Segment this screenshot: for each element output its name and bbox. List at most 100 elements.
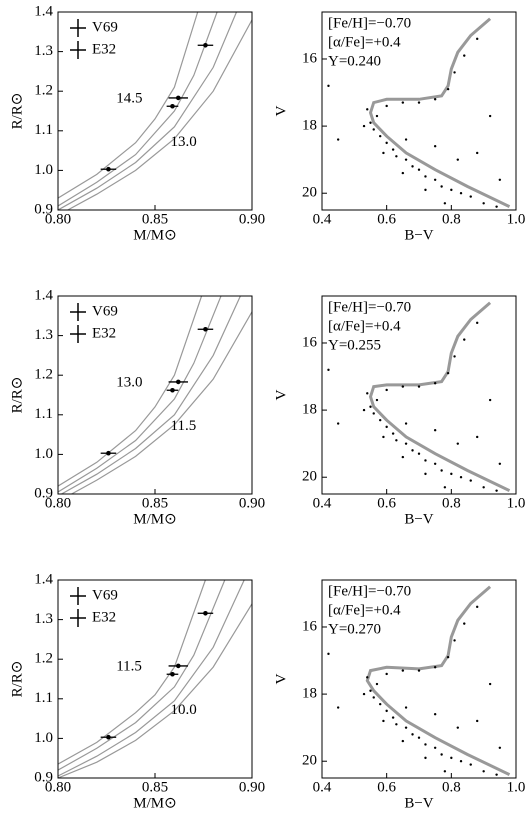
star [482, 770, 485, 773]
star [469, 479, 472, 482]
y-tick-label: 18 [302, 402, 317, 418]
star [469, 195, 472, 198]
isochrone [58, 296, 203, 487]
data-point [175, 379, 181, 385]
x-tick-label: 0.90 [239, 495, 265, 511]
x-tick-label: 0.80 [45, 495, 71, 511]
data-point [175, 663, 181, 669]
star [366, 108, 369, 111]
star [411, 733, 414, 736]
y-tick-label: 20 [302, 185, 317, 201]
y-tick-label: 1.2 [34, 651, 53, 667]
star [498, 178, 502, 181]
panel: 0.80 0.85 0.90 0.9 1.0 1.1 1.2 1.3 1.4 M/M⊙ R/R⊙ V6… [9, 571, 265, 811]
star [424, 756, 427, 760]
star [372, 412, 375, 415]
star [488, 398, 492, 402]
plot-frame [57, 11, 253, 211]
star [446, 371, 450, 375]
star [443, 770, 447, 773]
parameter-label: Y=0.255 [328, 337, 381, 353]
age-label: 10.0 [171, 702, 197, 718]
y-tick-label: 20 [302, 753, 317, 769]
y-axis-label: V [273, 673, 289, 684]
star [424, 459, 427, 462]
star [417, 452, 421, 455]
x-tick-label: 0.4 [313, 779, 332, 795]
star [476, 719, 479, 723]
x-tick-label: 0.90 [239, 211, 265, 227]
star [443, 202, 447, 205]
parameter-label: Y=0.270 [328, 621, 381, 637]
age-label: 14.5 [116, 91, 142, 107]
star [395, 439, 398, 442]
y-tick-label: 1.3 [34, 43, 53, 59]
y-tick-label: 1.1 [34, 406, 53, 422]
star [476, 37, 479, 41]
star [424, 188, 427, 192]
star [404, 706, 408, 709]
star [382, 151, 385, 155]
star [369, 121, 372, 124]
y-axis-label: R/R⊙ [9, 93, 25, 130]
x-axis-label: B−V [404, 227, 433, 243]
data-point [106, 450, 111, 456]
parameter-label: [Fe/H]=−0.70 [328, 299, 411, 315]
panel: 0.80 0.85 0.90 0.9 1.0 1.1 1.2 1.3 1.4 M/M⊙ R/R⊙ V6… [9, 287, 265, 527]
x-tick-label: 0.6 [377, 211, 396, 227]
data-point [170, 387, 175, 393]
y-tick-label: 1.4 [34, 287, 53, 303]
plot-area [327, 301, 511, 492]
star [366, 676, 369, 679]
star [401, 385, 405, 388]
star [327, 84, 330, 88]
star [440, 185, 443, 188]
y-tick-label: 1.2 [34, 83, 53, 99]
y-tick-label: 1.3 [34, 327, 53, 343]
plot-frame [321, 295, 517, 495]
star [401, 669, 405, 672]
legend-label: E32 [92, 41, 116, 57]
star [379, 418, 382, 422]
plot-frame [321, 11, 517, 211]
star [456, 726, 459, 729]
star [385, 388, 388, 392]
star [446, 87, 450, 91]
star [450, 756, 453, 760]
star [433, 746, 437, 749]
star [401, 739, 405, 743]
y-tick-label: 18 [302, 686, 317, 702]
star [456, 442, 459, 445]
x-tick-label: 0.6 [377, 779, 396, 795]
star [463, 622, 466, 625]
star [498, 746, 502, 749]
y-tick-label: 16 [302, 50, 318, 66]
isochrone [58, 580, 245, 777]
plot-frame [57, 295, 253, 495]
x-tick-label: 0.8 [442, 495, 461, 511]
star [443, 486, 447, 489]
y-tick-label: 16 [302, 618, 318, 634]
isochrone [365, 585, 511, 776]
star [433, 429, 437, 432]
star [495, 489, 498, 492]
isochrone [58, 603, 252, 778]
age-label: 13.0 [171, 134, 197, 150]
star [476, 321, 479, 325]
legend-label: V69 [92, 587, 118, 603]
star [476, 435, 479, 439]
isochrone [368, 17, 511, 208]
x-tick-label: 0.8 [442, 211, 461, 227]
star [369, 689, 372, 692]
plot-area [327, 585, 511, 776]
data-point [170, 671, 175, 677]
y-axis-label: V [273, 389, 289, 400]
star [495, 205, 498, 208]
x-tick-label: 0.85 [142, 495, 168, 511]
star [453, 71, 456, 74]
plot-area [58, 12, 252, 210]
star [401, 101, 405, 104]
star [404, 138, 408, 141]
star [417, 168, 421, 171]
